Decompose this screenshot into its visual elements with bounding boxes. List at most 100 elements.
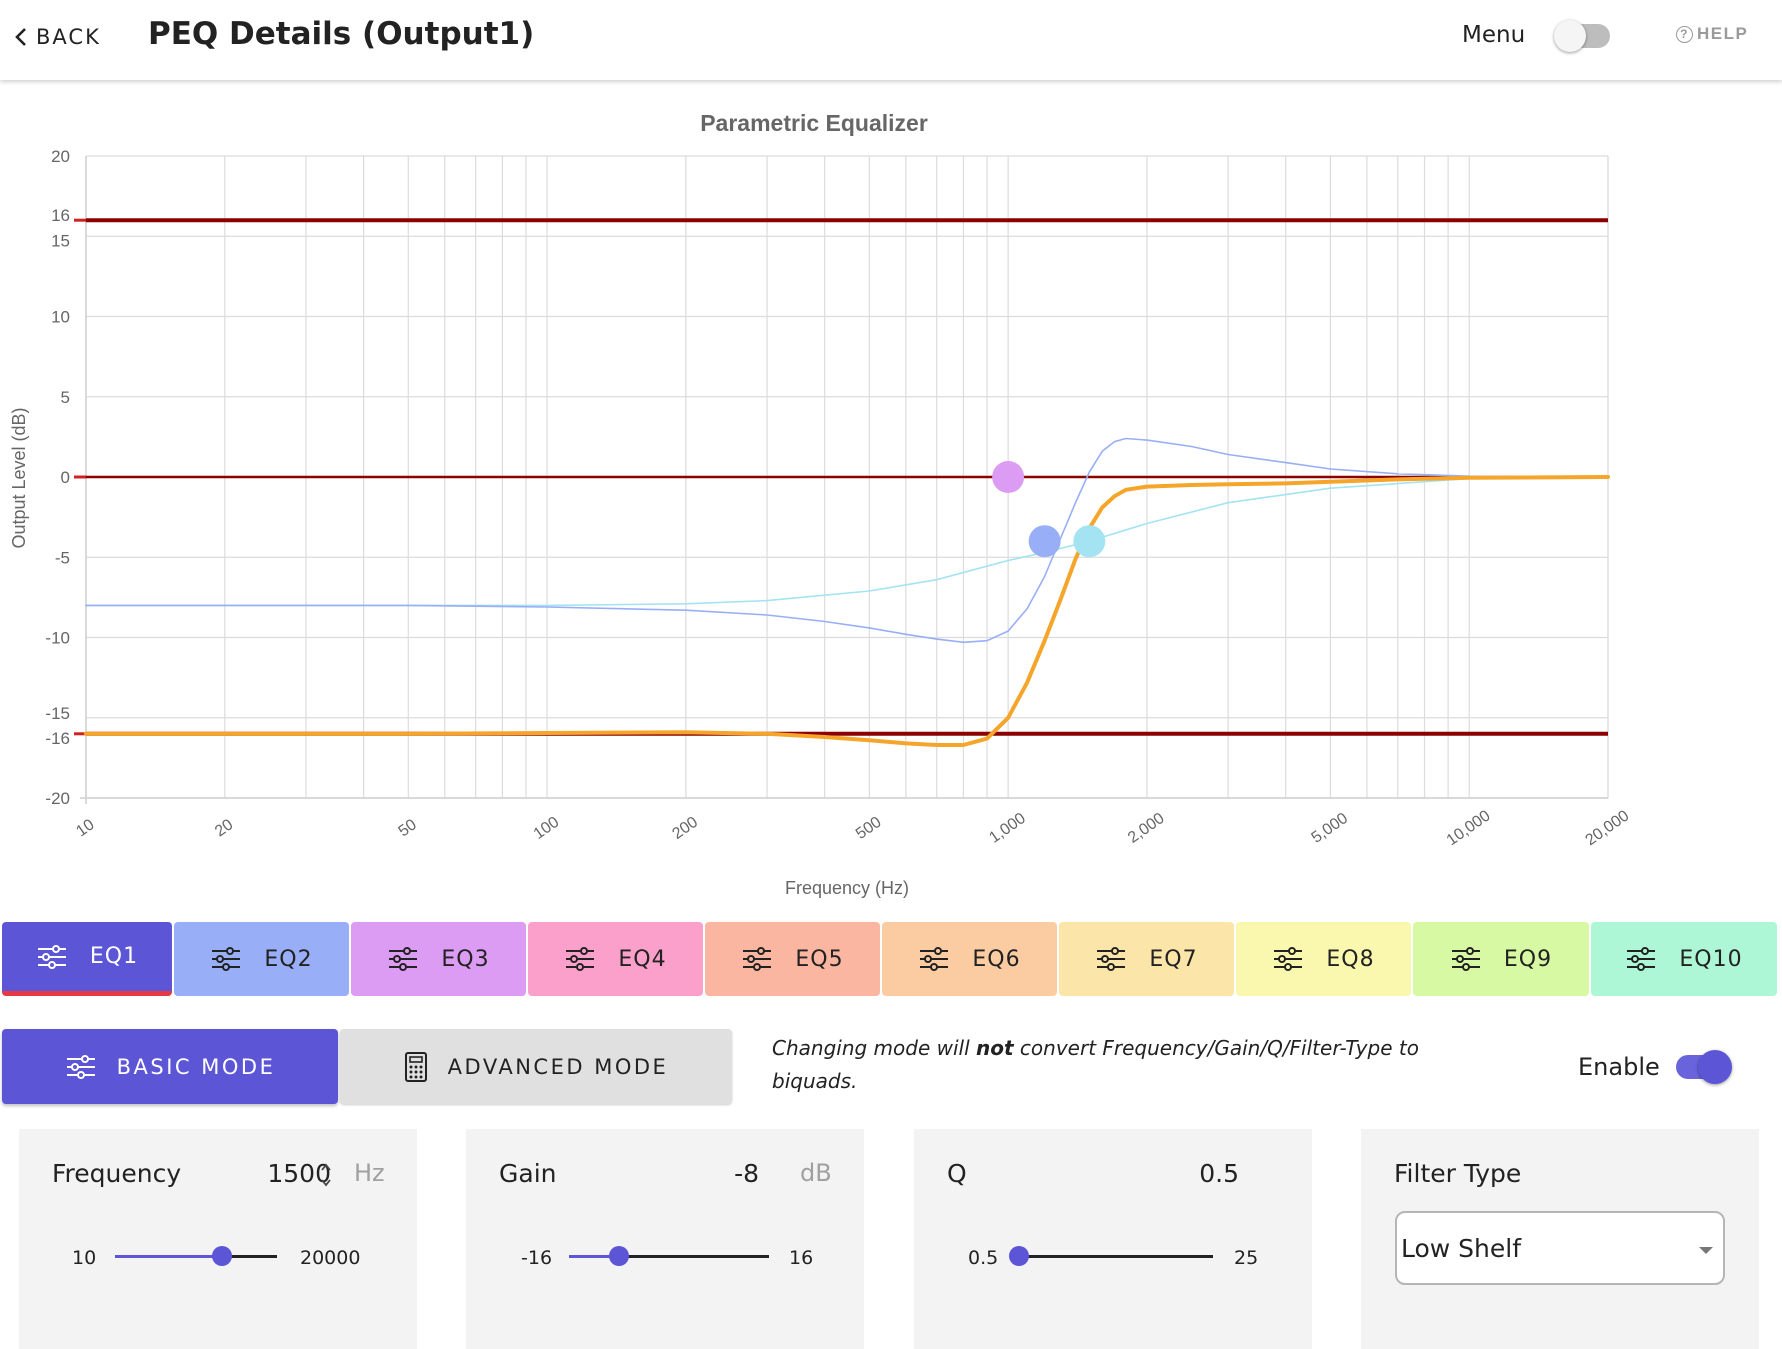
mode-note-part2: convert Frequency/Gain/Q/Filter-Type to … <box>772 1036 1419 1093</box>
y-tick-label: 20 <box>51 147 70 166</box>
x-tick-label: 10 <box>73 816 97 840</box>
mode-note-part1: Changing mode will <box>772 1036 977 1060</box>
back-label: BACK <box>36 25 101 49</box>
sliders-icon <box>920 947 949 971</box>
frequency-slider-thumb[interactable] <box>211 1246 232 1266</box>
frequency-card: Frequency 1500 Hz 10 20000 <box>19 1129 417 1349</box>
series-line-3 <box>84 475 1610 747</box>
tab-eq1[interactable]: EQ1 <box>2 922 172 996</box>
y-tick-label: 0 <box>61 468 70 487</box>
tab-label: EQ5 <box>795 946 844 972</box>
frequency-slider[interactable] <box>115 1246 277 1266</box>
y-tick-label: 5 <box>61 388 70 407</box>
limit-lines <box>74 218 1608 736</box>
gain-slider[interactable] <box>569 1246 769 1266</box>
tab-eq7[interactable]: EQ7 <box>1059 922 1234 996</box>
tab-eq10[interactable]: EQ10 <box>1591 922 1777 996</box>
sliders-icon <box>566 947 595 971</box>
x-tick-label: 20,000 <box>1582 807 1632 849</box>
y-tick-label: -20 <box>45 789 70 808</box>
enable-toggle-knob <box>1698 1050 1732 1084</box>
tab-eq9[interactable]: EQ9 <box>1413 922 1589 996</box>
control-point-1[interactable] <box>992 461 1025 493</box>
q-max: 25 <box>1234 1247 1259 1269</box>
q-slider[interactable] <box>1009 1246 1213 1266</box>
q-input[interactable]: 0.5 <box>1199 1159 1239 1188</box>
tab-eq4[interactable]: EQ4 <box>528 922 703 996</box>
tab-eq2[interactable]: EQ2 <box>174 922 349 996</box>
q-slider-thumb[interactable] <box>1009 1246 1029 1266</box>
chart-title: Parametric Equalizer <box>700 110 928 136</box>
help-circle-icon: ? <box>1676 25 1693 43</box>
chevron-left-icon <box>15 28 26 46</box>
gain-min: -16 <box>521 1247 553 1269</box>
x-tick-label: 100 <box>531 814 563 843</box>
enable-toggle[interactable] <box>1676 1050 1732 1084</box>
q-card: Q 0.5 0.5 25 <box>914 1129 1312 1349</box>
y-axis-label: Output Level (dB) <box>9 407 29 548</box>
x-tick-label: 1,000 <box>986 810 1029 847</box>
gain-max: 16 <box>789 1247 814 1269</box>
mode-note: Changing mode will not convert Frequency… <box>772 1032 1452 1098</box>
tab-label: EQ10 <box>1679 946 1743 972</box>
tab-label: EQ6 <box>972 946 1021 972</box>
menu-toggle[interactable] <box>1554 20 1610 52</box>
filter-type-label: Filter Type <box>1394 1159 1522 1188</box>
sliders-icon <box>1274 947 1303 971</box>
tab-eq6[interactable]: EQ6 <box>882 922 1057 996</box>
x-tick-label: 50 <box>396 816 420 840</box>
help-button[interactable]: ? HELP <box>1676 24 1748 44</box>
sliders-icon <box>66 1054 95 1079</box>
tab-eq3[interactable]: EQ3 <box>351 922 526 996</box>
control-point-2[interactable] <box>1028 525 1061 558</box>
x-tick-label: 500 <box>853 814 885 843</box>
gain-slider-thumb[interactable] <box>609 1246 629 1266</box>
frequency-min: 10 <box>72 1247 97 1269</box>
tab-eq5[interactable]: EQ5 <box>705 922 880 996</box>
sliders-icon <box>1451 947 1480 971</box>
x-tick-label: 10,000 <box>1444 807 1494 849</box>
x-tick-label: 20 <box>212 816 236 840</box>
tab-eq8[interactable]: EQ8 <box>1236 922 1411 996</box>
frequency-input[interactable]: 1500 <box>267 1159 331 1188</box>
back-button[interactable]: BACK <box>14 22 101 52</box>
filter-type-select[interactable]: Low Shelf <box>1395 1211 1725 1285</box>
control-point-3[interactable] <box>1073 525 1106 558</box>
frequency-stepper[interactable] <box>319 1158 333 1192</box>
frequency-label: Frequency <box>52 1159 182 1188</box>
x-tick-label: 200 <box>669 814 701 843</box>
frequency-max: 20000 <box>300 1247 361 1269</box>
filter-type-card: Filter Type Low Shelf <box>1361 1129 1759 1349</box>
sliders-icon <box>389 947 418 971</box>
tab-label: EQ1 <box>89 944 139 969</box>
gain-input[interactable]: -8 <box>734 1159 759 1188</box>
sliders-icon <box>212 947 241 971</box>
calculator-icon <box>404 1051 427 1082</box>
enable-label: Enable <box>1578 1053 1660 1081</box>
basic-mode-label: BASIC MODE <box>116 1054 276 1079</box>
y-tick-labels: 20 16 15 10 5 0 -5 -10 -15 -16 -20 <box>45 147 70 808</box>
tab-label: EQ7 <box>1149 946 1198 972</box>
menu-label: Menu <box>1462 22 1526 48</box>
x-tick-label: 5,000 <box>1309 810 1352 847</box>
caret-down-icon <box>1699 1247 1713 1254</box>
q-min: 0.5 <box>968 1247 999 1269</box>
filter-type-value: Low Shelf <box>1401 1233 1522 1263</box>
tab-label: EQ2 <box>264 946 313 972</box>
x-tick-label: 2,000 <box>1125 810 1168 847</box>
q-label: Q <box>947 1159 967 1188</box>
eq-chart[interactable]: Parametric Equalizer 10 20 50 100 200 500 1,00… <box>0 90 1782 910</box>
basic-mode-button[interactable]: BASIC MODE <box>2 1029 338 1104</box>
tab-label: EQ8 <box>1326 946 1375 972</box>
eq-tabs: EQ1 EQ2 EQ3 EQ4 EQ5 EQ6 <box>2 922 1780 998</box>
y-tick-label: 15 <box>51 231 70 250</box>
sliders-icon <box>743 947 772 971</box>
y-tick-label: -16 <box>45 729 70 748</box>
advanced-mode-button[interactable]: ADVANCED MODE <box>340 1029 732 1104</box>
tab-label: EQ3 <box>441 946 490 972</box>
frequency-slider-fill <box>115 1255 222 1258</box>
menu-toggle-knob <box>1554 20 1586 52</box>
y-tick-label: 10 <box>51 308 70 327</box>
tab-label: EQ4 <box>618 946 667 972</box>
y-tick-label: -10 <box>45 629 70 648</box>
